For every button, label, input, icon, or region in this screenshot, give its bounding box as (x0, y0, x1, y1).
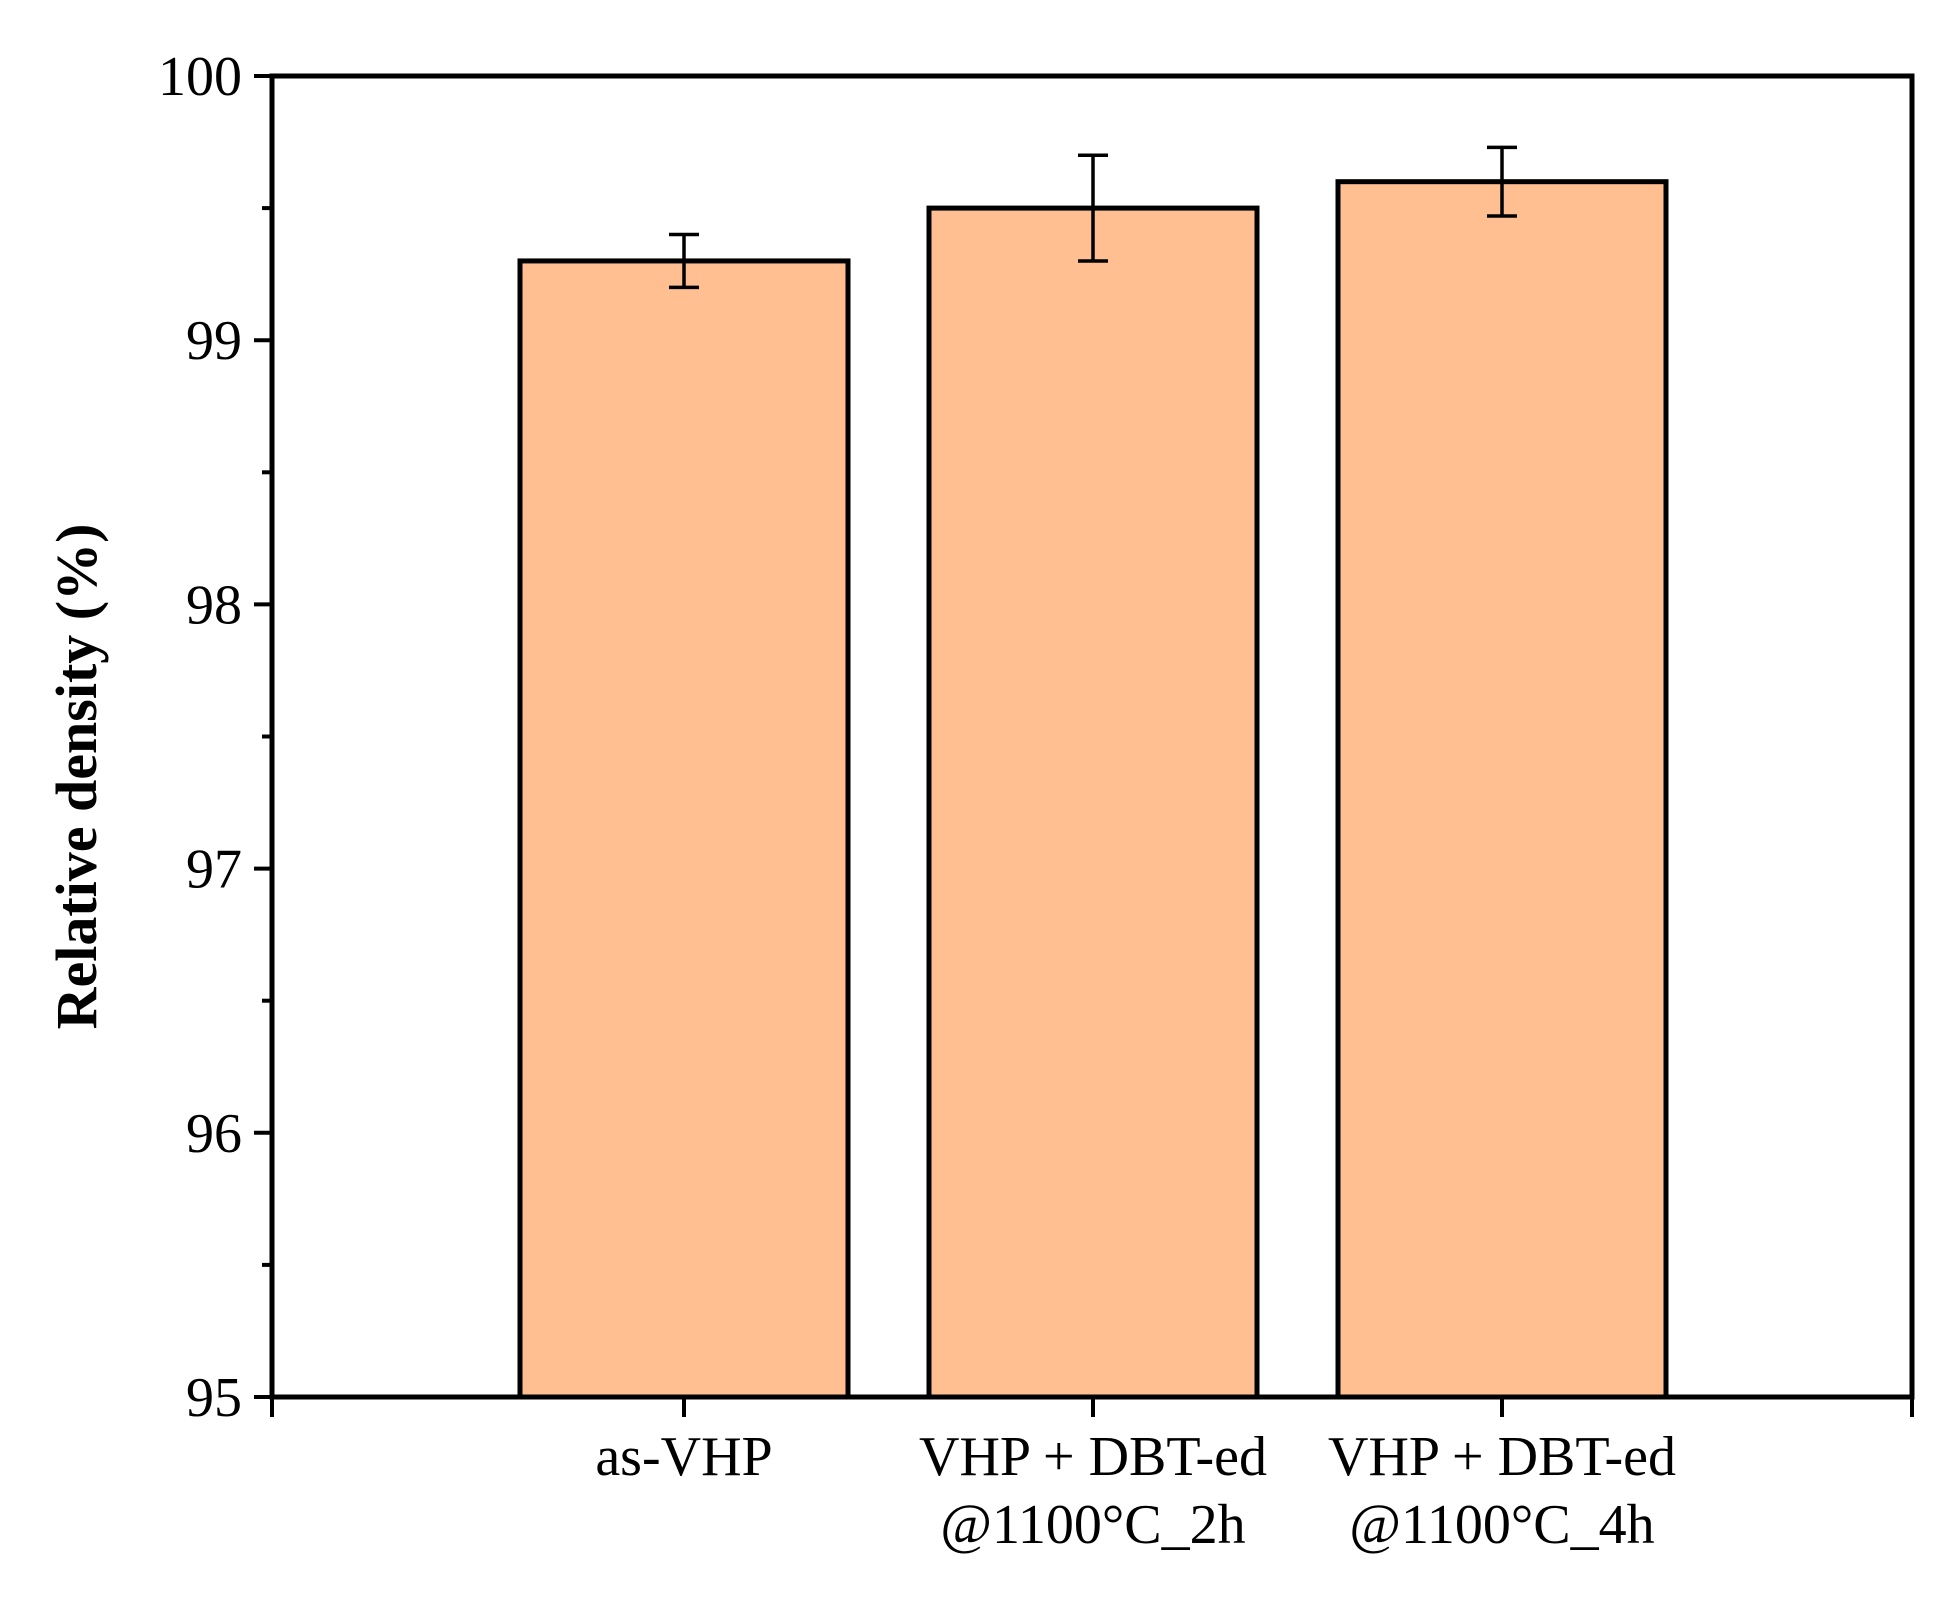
error-bars-layer (669, 145, 1517, 290)
bar-1 (517, 258, 851, 1400)
y-tick-label-100: 100 (158, 46, 242, 108)
error-bar-3 (1487, 145, 1517, 218)
y-tick-label-97: 97 (186, 839, 242, 901)
bar-3 (1335, 179, 1669, 1400)
x-tick-label-2: VHP + DBT-ed @1100°C_2h (919, 1426, 1267, 1556)
x-tick-label-1: as-VHP (595, 1426, 772, 1488)
y-tick-label-99: 99 (186, 310, 242, 372)
labels-layer: as-VHP VHP + DBT-ed @1100°C_2h VHP + DBT-ed… (158, 46, 1676, 1556)
bar-2 (926, 205, 1260, 1400)
ticks-layer (254, 74, 1914, 1417)
x-tick-label-3: VHP + DBT-ed @1100°C_4h (1328, 1426, 1676, 1556)
bars-layer (517, 179, 1669, 1400)
error-bar-2 (1078, 153, 1108, 263)
y-axis-title: Relative density (%) (44, 524, 109, 1030)
y-tick-label-95: 95 (186, 1367, 242, 1429)
y-tick-label-98: 98 (186, 574, 242, 636)
y-tick-label-96: 96 (186, 1103, 242, 1165)
error-bar-1 (669, 232, 699, 290)
